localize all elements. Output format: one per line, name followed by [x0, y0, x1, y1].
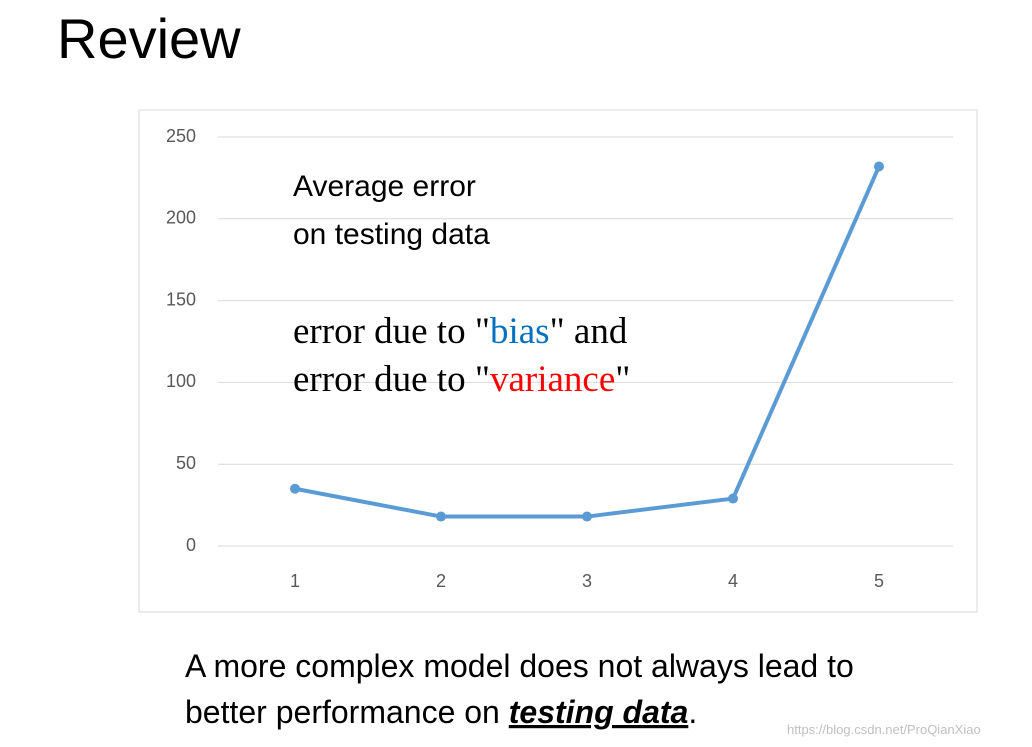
x-tick-label: 3	[582, 571, 592, 591]
annotation-text: variance	[490, 359, 615, 400]
footer-line: A more complex model does not always lea…	[185, 648, 854, 684]
y-tick-label: 250	[166, 126, 196, 146]
slide-title: Review	[57, 7, 241, 70]
y-tick-label: 50	[176, 453, 196, 473]
annotation-text: error due to "	[293, 359, 490, 400]
x-tick-label: 5	[874, 571, 884, 591]
x-tick-label: 2	[436, 571, 446, 591]
footer-line: better performance on testing data.	[185, 694, 697, 730]
data-point	[728, 493, 738, 504]
annotation-text: error due to "	[293, 311, 490, 352]
x-tick-label: 1	[290, 571, 300, 591]
annotation-text: on testing data	[293, 218, 490, 251]
footer-text: .	[688, 694, 697, 730]
data-point	[582, 511, 592, 522]
watermark: https://blog.csdn.net/ProQianXiao	[787, 722, 981, 737]
annotation-text: "	[615, 359, 630, 400]
annotation-text: bias	[490, 311, 550, 352]
footer-text: testing data	[509, 694, 689, 730]
y-tick-label: 100	[166, 371, 196, 391]
annotation-line: error due to "bias" and	[293, 311, 628, 352]
footer-text: A more complex model does not always lea…	[185, 648, 854, 684]
y-tick-label: 150	[166, 289, 196, 309]
annotation-line: error due to "variance"	[293, 359, 630, 400]
data-point	[874, 161, 884, 172]
annotation-line: Average error	[293, 170, 476, 203]
annotation-text: " and	[550, 311, 628, 352]
y-tick-label: 200	[166, 208, 196, 228]
annotation-line: on testing data	[293, 218, 490, 251]
footer-text: better performance on	[185, 694, 509, 730]
chart-frame	[138, 109, 978, 613]
y-tick-label: 0	[186, 535, 196, 555]
x-tick-label: 4	[728, 571, 738, 591]
annotation-text: Average error	[293, 170, 476, 203]
data-point	[290, 483, 300, 494]
data-point	[436, 511, 446, 522]
